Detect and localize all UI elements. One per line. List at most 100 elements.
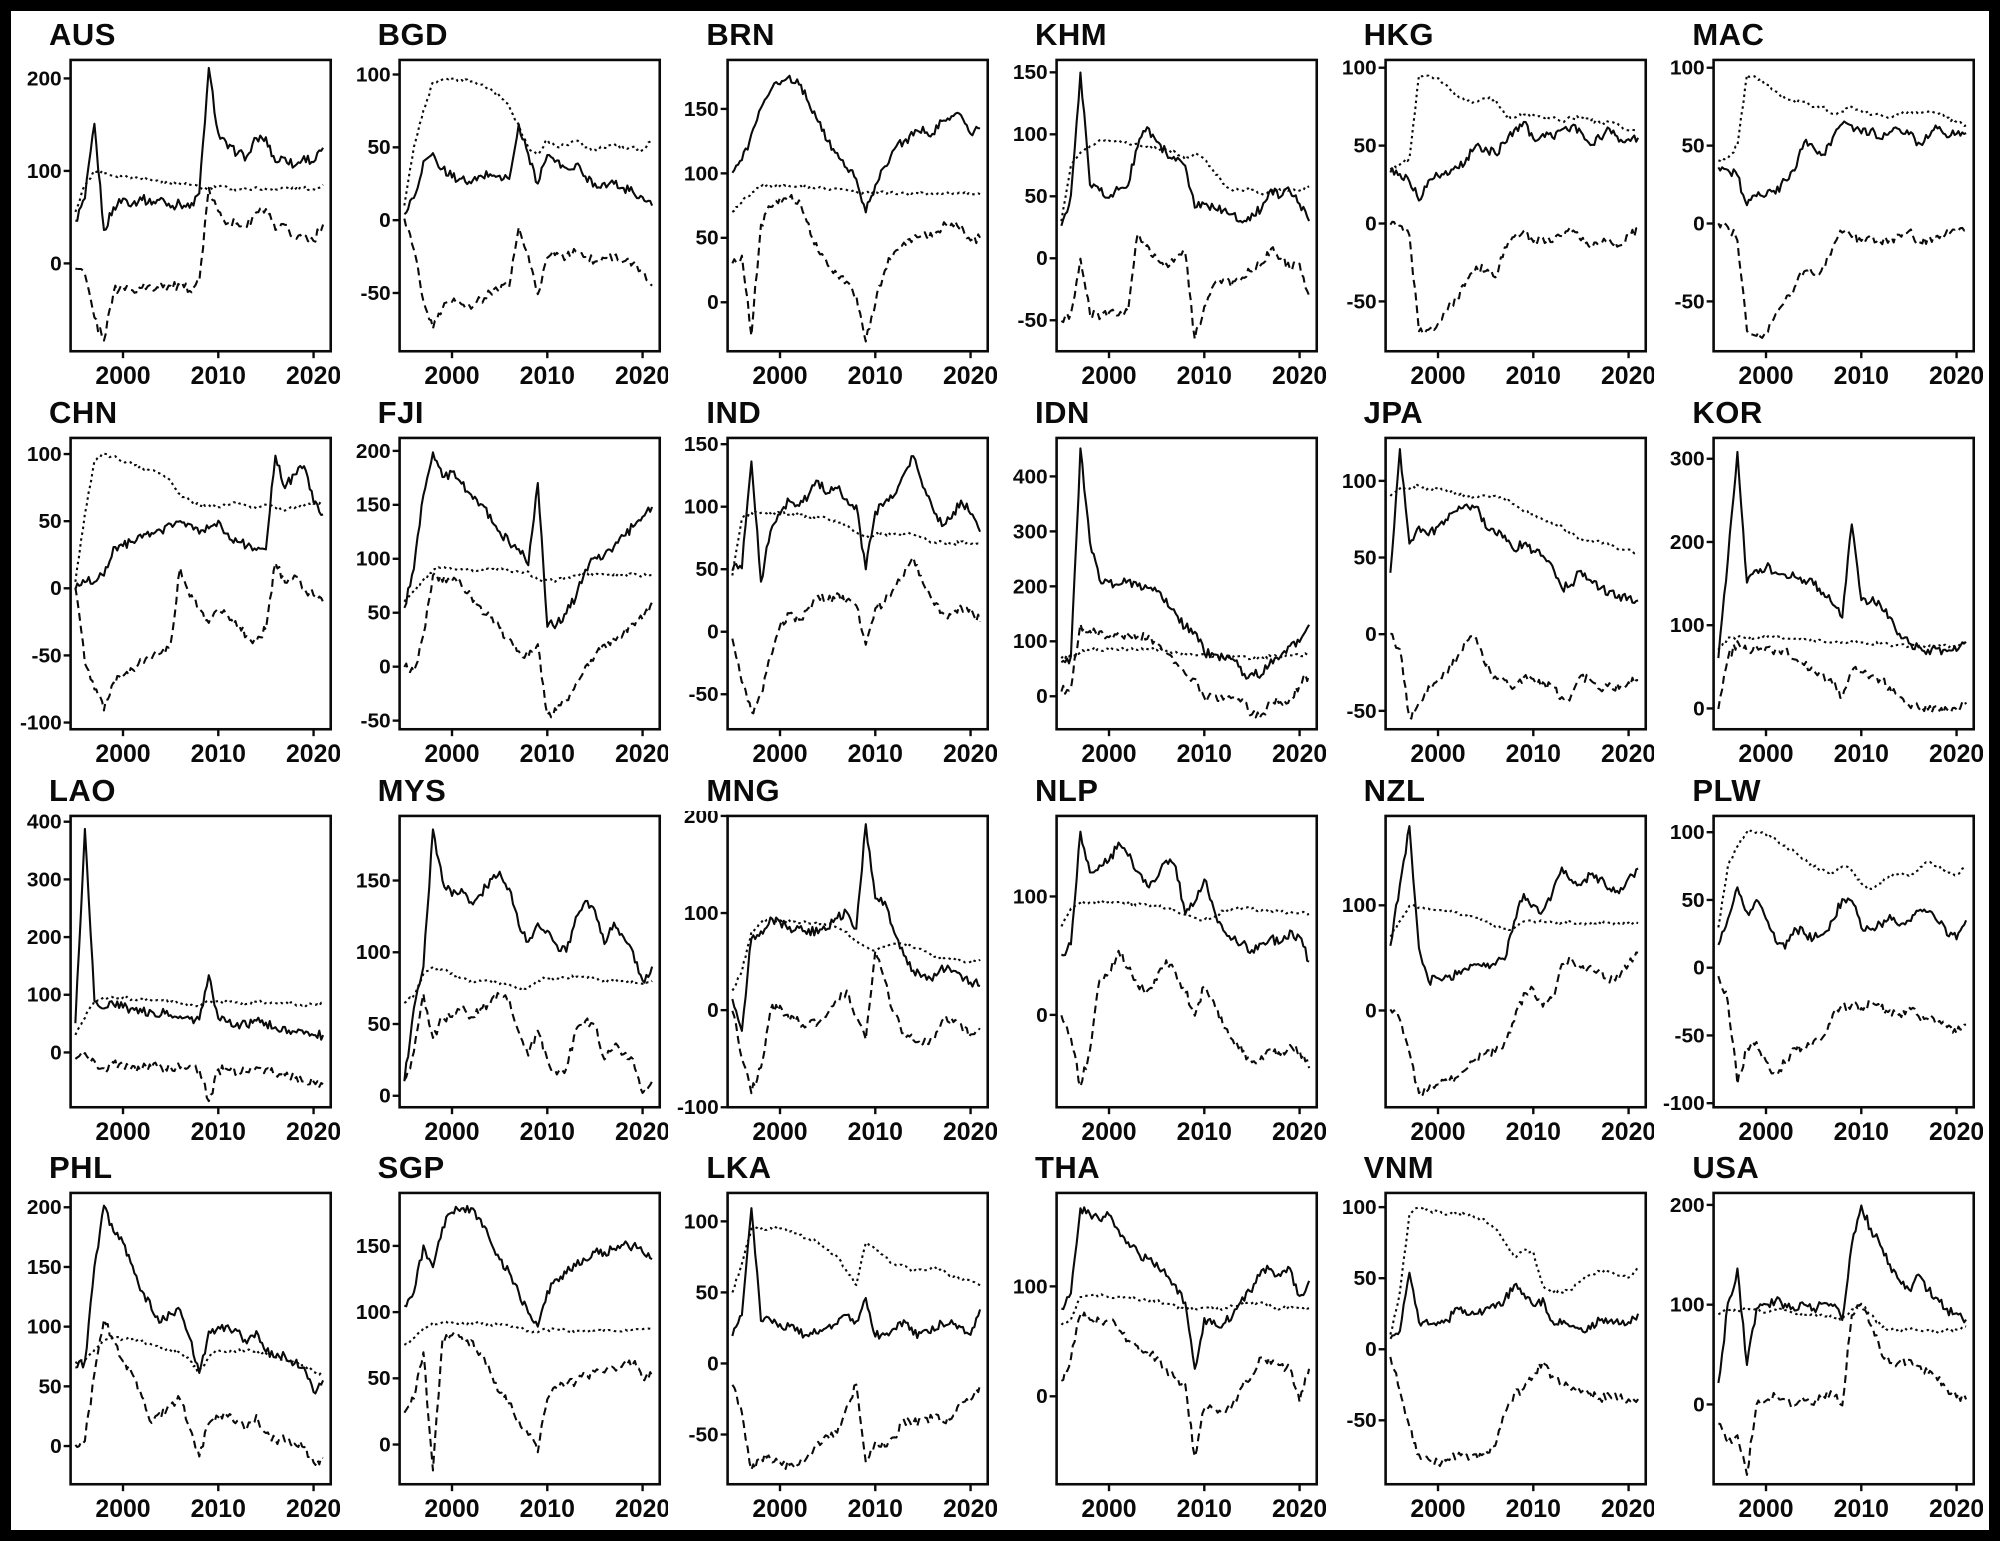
chart-cell: THA 0 100 2000 2010 2020 <box>999 1146 1328 1524</box>
svg-text:150: 150 <box>684 98 719 121</box>
chart-cell: PLW -100 -50 0 50 100 2000 2010 2020 <box>1656 769 1985 1147</box>
svg-text:50: 50 <box>367 1368 390 1391</box>
series-dashed-line <box>731 1383 982 1472</box>
chart-plot: 0 50 100 150 2000 2010 2020 <box>684 58 997 390</box>
chart-cell: MAC -50 0 50 100 2000 2010 2020 <box>1656 13 1985 391</box>
series-solid-line <box>1389 824 1639 986</box>
svg-text:0: 0 <box>1693 956 1705 979</box>
svg-text:2020: 2020 <box>1272 741 1326 768</box>
svg-text:2010: 2010 <box>519 741 574 768</box>
series-solid-line <box>1389 1271 1639 1340</box>
svg-text:100: 100 <box>356 547 391 570</box>
svg-text:2000: 2000 <box>424 1496 479 1523</box>
svg-text:2020: 2020 <box>1601 1496 1655 1523</box>
svg-text:0: 0 <box>50 252 62 275</box>
svg-text:0: 0 <box>707 1353 719 1376</box>
svg-text:2020: 2020 <box>1272 363 1326 390</box>
svg-text:0: 0 <box>1365 999 1377 1022</box>
svg-text:50: 50 <box>1353 1267 1376 1290</box>
chart-cell: CHN -100 -50 0 50 100 2000 2010 2020 <box>13 391 342 769</box>
chart-cell: NZL 0 100 2000 2010 2020 <box>1328 769 1657 1147</box>
series-dashed-line <box>731 555 982 715</box>
chart-cell: BGD -50 0 50 100 2000 2010 2020 <box>342 13 671 391</box>
svg-text:0: 0 <box>1036 1386 1048 1409</box>
chart-title: JPA <box>1363 394 1424 430</box>
svg-text:150: 150 <box>356 1235 391 1258</box>
svg-text:2020: 2020 <box>615 741 669 768</box>
chart-cell: PHL 0 50 100 150 200 2000 2010 2020 <box>13 1146 342 1524</box>
chart-title: LKA <box>706 1150 772 1186</box>
svg-text:2020: 2020 <box>943 741 997 768</box>
svg-text:2010: 2010 <box>1834 1118 1889 1145</box>
svg-text:2000: 2000 <box>95 741 150 768</box>
series-dotted-line <box>74 995 324 1035</box>
svg-text:2000: 2000 <box>424 741 479 768</box>
svg-text:400: 400 <box>27 811 62 834</box>
svg-text:2000: 2000 <box>753 1118 808 1145</box>
chart-plot: -50 0 50 100 2000 2010 2020 <box>1670 57 1983 390</box>
svg-text:2000: 2000 <box>1739 363 1794 390</box>
series-solid-line <box>731 454 982 583</box>
svg-text:150: 150 <box>1013 61 1048 84</box>
svg-text:200: 200 <box>684 811 719 828</box>
series-dotted-line <box>1717 634 1967 651</box>
chart-plot: -50 0 50 100 2000 2010 2020 <box>684 1191 997 1523</box>
svg-text:2020: 2020 <box>286 1496 340 1523</box>
svg-text:0: 0 <box>707 620 719 643</box>
svg-text:150: 150 <box>684 433 719 456</box>
svg-text:2010: 2010 <box>191 741 246 768</box>
svg-text:100: 100 <box>356 941 391 964</box>
svg-text:100: 100 <box>684 902 719 925</box>
series-dashed-line <box>1389 950 1638 1096</box>
svg-text:50: 50 <box>1682 888 1705 911</box>
series-dotted-line <box>1389 902 1639 937</box>
svg-text:-50: -50 <box>1675 1024 1705 1047</box>
svg-text:100: 100 <box>1013 1276 1048 1299</box>
svg-text:2000: 2000 <box>1410 741 1465 768</box>
series-dotted-line <box>1389 74 1638 171</box>
svg-text:0: 0 <box>50 1435 62 1458</box>
chart-title: KOR <box>1692 394 1763 430</box>
chart-plot: 0 100 2000 2010 2020 <box>1013 814 1326 1145</box>
chart-plot: -50 0 50 100 2000 2010 2020 <box>1342 1191 1655 1523</box>
svg-text:0: 0 <box>1693 1394 1705 1417</box>
series-dashed-line <box>1060 949 1311 1088</box>
svg-text:2000: 2000 <box>1081 1496 1136 1523</box>
svg-text:-50: -50 <box>689 683 719 706</box>
svg-text:200: 200 <box>27 67 62 90</box>
charts-grid: AUS 0 100 200 2000 2010 2020 BGD -50 0 50 100 200… <box>13 13 1985 1524</box>
chart-title: BGD <box>377 17 449 52</box>
svg-text:2010: 2010 <box>519 1496 574 1523</box>
svg-text:2010: 2010 <box>1505 741 1560 768</box>
series-dotted-line <box>731 1226 981 1294</box>
svg-text:2000: 2000 <box>753 363 808 390</box>
svg-text:2000: 2000 <box>753 741 808 768</box>
svg-text:2010: 2010 <box>1834 741 1889 768</box>
svg-text:100: 100 <box>27 443 62 466</box>
svg-text:2020: 2020 <box>1272 1118 1326 1145</box>
chart-title: USA <box>1692 1150 1760 1186</box>
svg-text:2000: 2000 <box>1739 741 1794 768</box>
svg-text:300: 300 <box>1670 447 1705 470</box>
chart-plot: -100 -50 0 50 100 2000 2010 2020 <box>1663 814 1983 1145</box>
chart-title: MAC <box>1692 17 1765 52</box>
series-dashed-line <box>1060 232 1311 341</box>
chart-title: IDN <box>1034 394 1090 430</box>
svg-text:100: 100 <box>684 162 719 185</box>
svg-text:50: 50 <box>38 510 61 533</box>
svg-text:2020: 2020 <box>1929 1118 1983 1145</box>
svg-text:50: 50 <box>367 601 390 624</box>
svg-text:2020: 2020 <box>1929 741 1983 768</box>
svg-text:2020: 2020 <box>943 363 997 390</box>
svg-text:2000: 2000 <box>95 1118 150 1145</box>
series-solid-line <box>1717 1204 1968 1384</box>
chart-title: AUS <box>49 17 116 52</box>
svg-text:200: 200 <box>1670 531 1705 554</box>
series-dotted-line <box>402 76 653 206</box>
svg-text:100: 100 <box>1013 630 1048 653</box>
svg-text:2010: 2010 <box>191 363 246 390</box>
chart-plot: 0 100 200 2000 2010 2020 <box>27 58 340 390</box>
series-dotted-line <box>74 1336 324 1377</box>
series-dashed-line <box>1718 1302 1968 1477</box>
